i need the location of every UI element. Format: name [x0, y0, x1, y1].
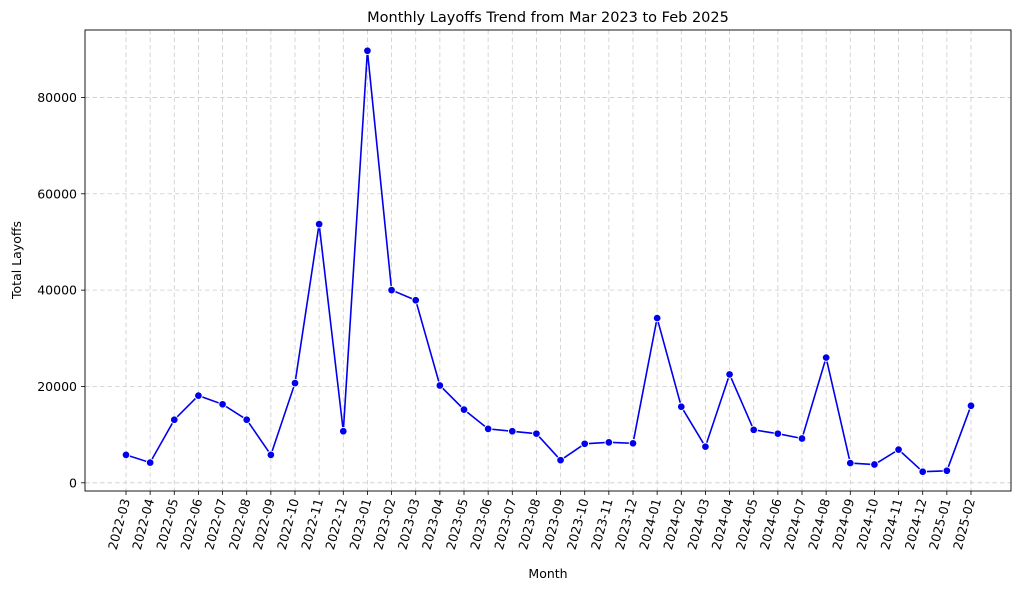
data-point-2023-10 — [580, 439, 589, 449]
x-tick-label: 2024-08 — [805, 497, 833, 551]
data-point-2023-12 — [628, 439, 638, 448]
x-tick-label: 2022-05 — [153, 497, 181, 551]
x-tick-label: 2023-03 — [395, 497, 423, 551]
data-point-2023-08 — [532, 429, 541, 438]
y-tick-label: 40000 — [37, 283, 77, 298]
data-point-2024-08 — [821, 353, 831, 362]
data-point-2023-05 — [459, 405, 469, 414]
data-point-2022-03 — [121, 450, 131, 460]
x-tick-label: 2023-02 — [370, 497, 398, 551]
x-tick-label: 2023-05 — [443, 497, 471, 551]
x-tick-label: 2023-10 — [564, 497, 592, 551]
data-point-2023-11 — [604, 438, 614, 447]
data-point-2022-07 — [218, 400, 227, 409]
data-point-2022-05 — [170, 415, 179, 424]
data-point-2024-02 — [677, 402, 686, 411]
data-point-2023-02 — [387, 285, 396, 295]
data-point-2023-03 — [411, 295, 420, 305]
data-point-2024-07 — [797, 434, 807, 443]
data-point-2024-04 — [725, 370, 734, 379]
x-tick-label: 2023-11 — [588, 497, 616, 551]
data-point-2024-05 — [749, 425, 758, 435]
x-tick-label: 2022-09 — [250, 497, 278, 551]
chart-title: Monthly Layoffs Trend from Mar 2023 to F… — [367, 10, 729, 26]
x-tick-label: 2022-07 — [201, 497, 229, 551]
data-point-2025-02 — [966, 401, 976, 410]
data-point-2023-04 — [435, 381, 445, 390]
data-point-2024-01 — [652, 313, 662, 323]
x-tick-label: 2022-08 — [226, 497, 254, 551]
x-tick-label: 2023-09 — [539, 497, 567, 551]
x-tick-label: 2023-01 — [346, 497, 374, 551]
data-point-2022-09 — [266, 450, 276, 460]
x-axis-label: Month — [528, 566, 567, 581]
x-tick-label: 2023-04 — [419, 497, 447, 551]
plot-area-frame — [84, 29, 1012, 492]
y-axis-label: Total Layoffs — [9, 221, 24, 300]
x-tick-label: 2025-02 — [950, 497, 978, 551]
y-axis-ticks: 0 20000 40000 60000 80000 — [37, 90, 85, 490]
series-line — [125, 50, 972, 473]
series-layer — [121, 46, 976, 476]
x-tick-label: 2023-07 — [491, 497, 519, 551]
x-tick-label: 2022-12 — [322, 497, 350, 551]
x-tick-label: 2022-04 — [129, 497, 157, 551]
data-point-2024-09 — [846, 458, 855, 468]
y-tick-label: 0 — [69, 475, 77, 490]
x-tick-label: 2024-02 — [660, 497, 688, 551]
x-tick-label: 2024-06 — [757, 497, 785, 551]
x-tick-label: 2022-10 — [274, 497, 302, 551]
x-tick-label: 2024-04 — [708, 497, 736, 551]
y-tick-label: 80000 — [37, 90, 77, 105]
data-point-2025-01 — [942, 466, 952, 476]
data-point-2022-04 — [145, 458, 155, 467]
grid-lines — [85, 30, 1011, 491]
data-point-2022-08 — [242, 415, 251, 424]
x-tick-label: 2022-11 — [298, 497, 326, 551]
x-tick-label: 2024-07 — [781, 497, 809, 551]
data-point-2022-12 — [339, 427, 348, 436]
x-tick-label: 2023-08 — [515, 497, 543, 551]
y-tick-label: 60000 — [37, 186, 77, 201]
x-tick-label: 2024-12 — [902, 497, 930, 551]
x-axis-ticks: 2022-032022-042022-052022-062022-072022-… — [105, 491, 978, 551]
x-tick-label: 2022-06 — [177, 497, 205, 551]
data-point-2022-11 — [314, 219, 324, 229]
data-point-2024-10 — [870, 460, 879, 469]
data-point-2022-10 — [290, 378, 300, 388]
x-tick-label: 2024-10 — [853, 497, 881, 551]
x-tick-label: 2024-11 — [877, 497, 905, 551]
x-tick-label: 2024-01 — [636, 497, 664, 551]
data-point-2024-12 — [918, 467, 927, 476]
x-tick-label: 2024-03 — [684, 497, 712, 551]
x-tick-label: 2023-06 — [467, 497, 495, 551]
data-point-2024-06 — [773, 429, 783, 438]
data-point-2023-09 — [556, 455, 565, 465]
y-tick-label: 20000 — [37, 379, 77, 394]
data-point-2022-06 — [194, 391, 203, 400]
x-tick-label: 2025-01 — [926, 497, 954, 551]
x-tick-label: 2024-09 — [829, 497, 857, 551]
data-point-2024-11 — [894, 445, 903, 454]
data-point-2024-03 — [701, 442, 710, 451]
x-tick-label: 2022-03 — [105, 497, 133, 551]
data-point-2023-01 — [363, 46, 372, 55]
data-point-2023-07 — [508, 427, 517, 436]
data-point-2023-06 — [483, 424, 493, 434]
x-tick-label: 2023-12 — [612, 497, 640, 551]
x-tick-label: 2024-05 — [733, 497, 761, 551]
